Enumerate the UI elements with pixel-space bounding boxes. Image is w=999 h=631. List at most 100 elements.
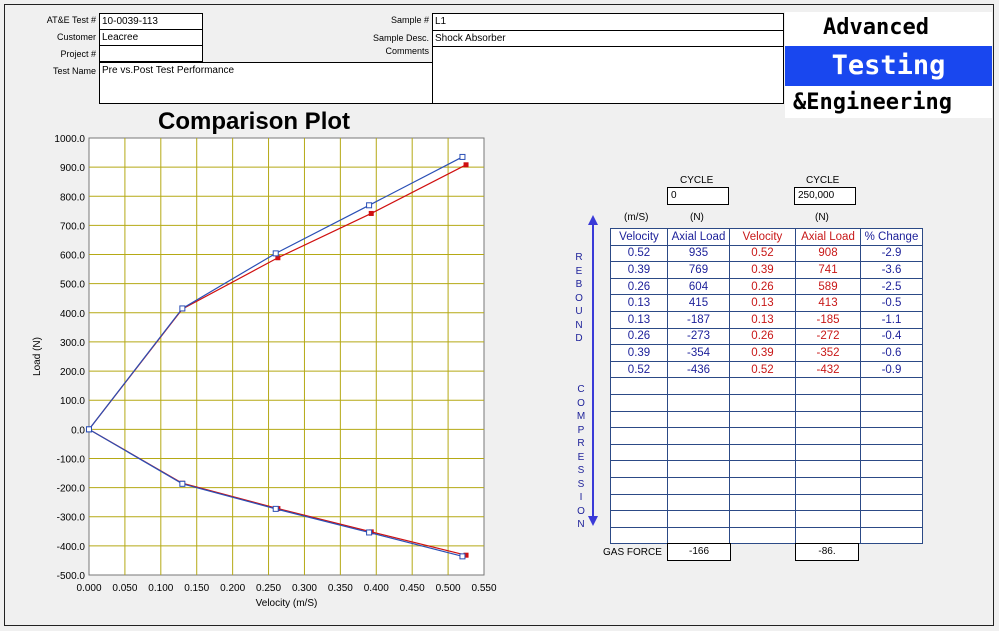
- x-tick-label: 0.050: [112, 583, 137, 594]
- comments-field[interactable]: [432, 46, 784, 104]
- cell-empty: [729, 510, 796, 528]
- cell-empty: [610, 493, 668, 512]
- cell-velocity-a: 0.52: [610, 244, 668, 263]
- cell-axial-load-b: 413: [795, 294, 861, 312]
- col-percent-change: % Change: [860, 228, 923, 246]
- cell-empty: [795, 443, 861, 462]
- cell-empty: [729, 377, 796, 395]
- x-tick-label: 0.200: [220, 583, 245, 594]
- cell-velocity-b: 0.13: [729, 294, 796, 312]
- y-tick-label: 0.0: [71, 425, 85, 436]
- cycle-b-field[interactable]: 250,000: [794, 187, 856, 205]
- cell-empty: [610, 526, 668, 545]
- x-tick-label: 0.400: [364, 583, 389, 594]
- data-point: [463, 552, 469, 558]
- units-load-a: (N): [690, 212, 704, 223]
- cell-percent-change: -0.6: [860, 344, 923, 362]
- table-row: 0.39 -354 0.39 -352 -0.6: [610, 344, 923, 362]
- cycle-a-label: CYCLE: [680, 175, 714, 186]
- y-tick-label: -100.0: [57, 454, 86, 465]
- cycle-a-field[interactable]: 0: [667, 187, 729, 205]
- gas-force-a-field[interactable]: -166: [667, 543, 731, 561]
- cell-empty: [667, 526, 730, 545]
- col-velocity-a: Velocity: [610, 228, 668, 246]
- units-load-b: (N): [815, 212, 829, 223]
- logo-line-engineering: &Engineering: [793, 90, 952, 115]
- cell-empty: [729, 476, 796, 495]
- cell-empty: [860, 493, 923, 512]
- gas-force-b-field[interactable]: -86.: [795, 543, 859, 561]
- direction-arrow: [588, 215, 598, 526]
- cell-empty: [795, 460, 861, 478]
- cell-empty: [667, 443, 730, 462]
- cell-percent-change: -3.6: [860, 261, 923, 279]
- test-name-field[interactable]: Pre vs.Post Test Performance: [99, 62, 433, 104]
- cell-percent-change: -0.4: [860, 327, 923, 346]
- logo-line-testing: Testing: [785, 46, 992, 86]
- x-tick-label: 0.300: [292, 583, 317, 594]
- y-tick-label: -400.0: [57, 542, 86, 553]
- data-point: [459, 553, 466, 560]
- table-row: 0.39 769 0.39 741 -3.6: [610, 261, 923, 279]
- table-row-empty: [610, 476, 923, 495]
- y-tick-label: -300.0: [57, 513, 86, 524]
- cell-velocity-b: 0.39: [729, 344, 796, 362]
- project-field[interactable]: [99, 45, 203, 62]
- table-row: 0.26 -273 0.26 -272 -0.4: [610, 327, 923, 346]
- cell-empty: [667, 493, 730, 512]
- table-row-empty: [610, 410, 923, 429]
- test-name-label: Test Name: [52, 66, 96, 76]
- cell-empty: [860, 427, 923, 445]
- data-point: [366, 529, 373, 536]
- table-row: 0.26 604 0.26 589 -2.5: [610, 277, 923, 296]
- company-logo: Advanced Testing &Engineering: [785, 12, 992, 118]
- cell-velocity-a: 0.39: [610, 344, 668, 362]
- table-row: 0.13 415 0.13 413 -0.5: [610, 294, 923, 312]
- cell-empty: [610, 427, 668, 445]
- chart-title: Comparison Plot: [158, 108, 351, 135]
- cell-empty: [729, 393, 796, 412]
- cell-axial-load-b: 741: [795, 261, 861, 279]
- cell-empty: [667, 427, 730, 445]
- units-velocity: (m/S): [624, 212, 649, 223]
- data-point: [179, 305, 186, 312]
- cell-axial-load-a: -436: [667, 360, 730, 379]
- y-tick-label: 400.0: [60, 309, 85, 320]
- cell-empty: [795, 410, 861, 429]
- y-tick-label: -200.0: [57, 484, 86, 495]
- table-row-empty: [610, 393, 923, 412]
- results-table: Velocity Axial Load Velocity Axial Load …: [610, 228, 923, 545]
- sample-desc-label: Sample Desc.: [372, 33, 429, 43]
- cell-velocity-b: 0.26: [729, 327, 796, 346]
- cell-empty: [610, 510, 668, 528]
- cell-axial-load-b: -352: [795, 344, 861, 362]
- cell-empty: [667, 510, 730, 528]
- gas-force-label: GAS FORCE: [603, 547, 662, 558]
- cell-empty: [729, 460, 796, 478]
- x-tick-label: 0.150: [184, 583, 209, 594]
- cell-axial-load-b: 589: [795, 277, 861, 296]
- cell-velocity-b: 0.13: [729, 310, 796, 329]
- test-number-label: AT&E Test #: [46, 15, 96, 25]
- y-tick-label: 600.0: [60, 251, 85, 262]
- x-tick-label: 0.000: [76, 583, 101, 594]
- sample-number-label: Sample #: [390, 15, 429, 25]
- cell-empty: [860, 443, 923, 462]
- cell-empty: [795, 377, 861, 395]
- cell-axial-load-a: 415: [667, 294, 730, 312]
- table-row: 0.52 -436 0.52 -432 -0.9: [610, 360, 923, 379]
- table-row-empty: [610, 460, 923, 478]
- logo-line-advanced: Advanced: [823, 15, 929, 40]
- cell-empty: [795, 476, 861, 495]
- cell-empty: [860, 510, 923, 528]
- cell-empty: [729, 493, 796, 512]
- cell-axial-load-a: 604: [667, 277, 730, 296]
- cell-empty: [860, 377, 923, 395]
- data-point: [272, 250, 279, 257]
- cell-empty: [795, 526, 861, 545]
- cell-empty: [610, 393, 668, 412]
- y-tick-label: 700.0: [60, 221, 85, 232]
- col-velocity-b: Velocity: [729, 228, 796, 246]
- col-axial-load-a: Axial Load: [667, 228, 730, 246]
- cell-empty: [795, 427, 861, 445]
